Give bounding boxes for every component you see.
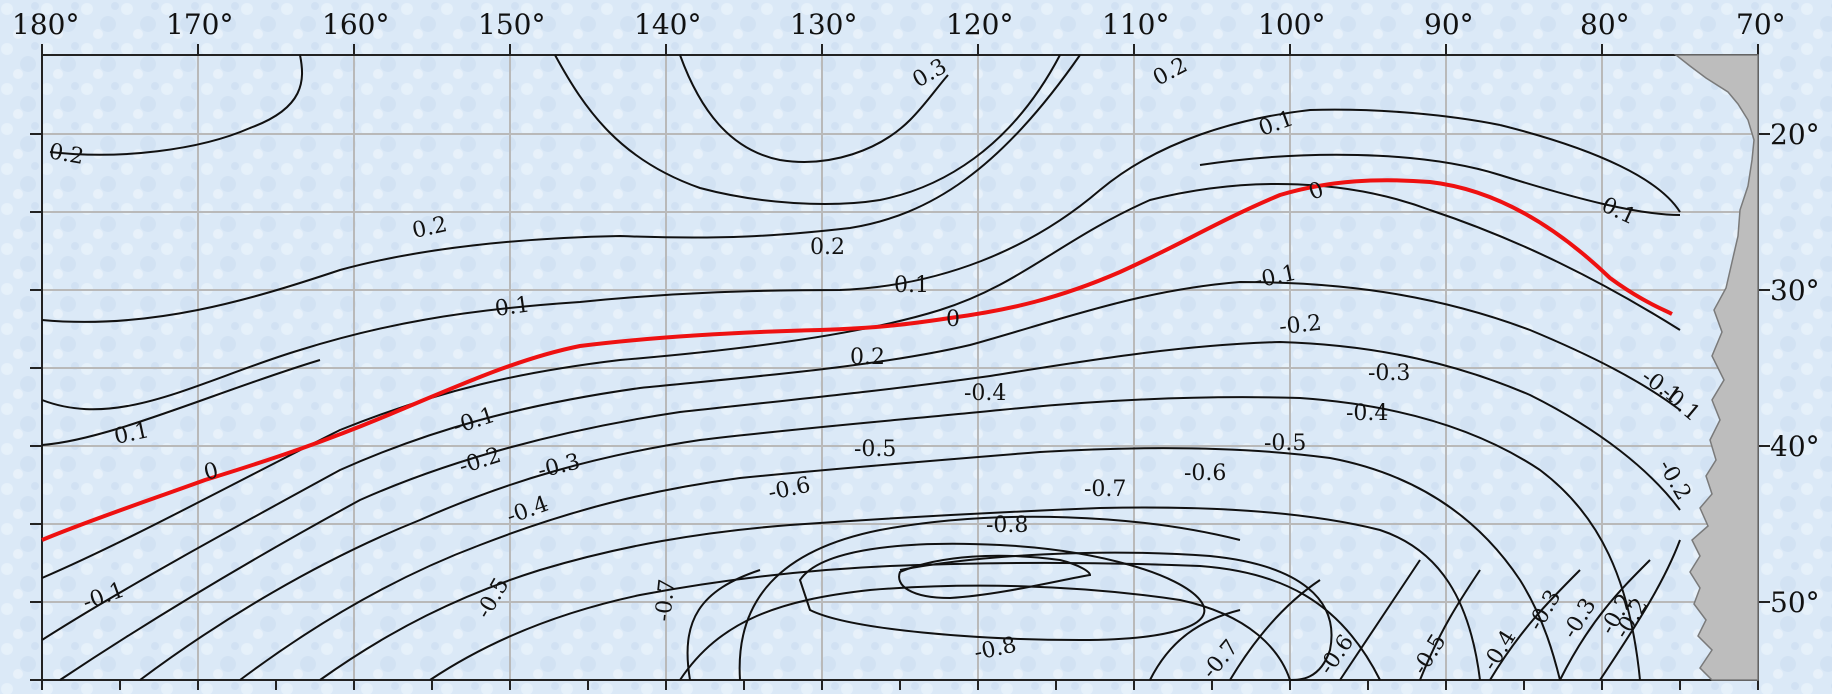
- contour-label: -0.5: [1264, 431, 1306, 456]
- contour-label: -0.6: [1184, 461, 1226, 486]
- lon-label: 160°: [322, 8, 389, 41]
- lon-label: 80°: [1580, 8, 1630, 41]
- lat-label: 20°: [1770, 118, 1820, 151]
- contour-label: 0: [946, 307, 960, 332]
- lon-label: 100°: [1258, 8, 1325, 41]
- lon-label: 140°: [634, 8, 701, 41]
- contour-label: 0.2: [47, 139, 86, 170]
- lon-label: 110°: [1102, 8, 1169, 41]
- lon-label: 130°: [790, 8, 857, 41]
- lon-label: 170°: [166, 8, 233, 41]
- coastline-land: [1673, 54, 1759, 681]
- lon-label: 70°: [1736, 8, 1786, 41]
- contour-label: -0.4: [1346, 401, 1388, 426]
- contour-label: -0.7: [1084, 477, 1126, 502]
- contour-label: 0.2: [810, 235, 845, 260]
- contour-label: 0: [201, 458, 221, 486]
- contour-label: -0.5: [854, 437, 896, 462]
- lon-label: 150°: [478, 8, 545, 41]
- contour-label: 0.2: [850, 345, 885, 370]
- contour-label: -0.2: [1278, 311, 1323, 340]
- contour-lines: [41, 54, 1681, 681]
- contour-label: -0.3: [1368, 361, 1410, 386]
- zero-contour-line: [41, 178, 1673, 542]
- lat-label: 30°: [1770, 274, 1820, 307]
- contour-label: 0.1: [493, 292, 531, 322]
- lon-label: 90°: [1424, 8, 1474, 41]
- lat-label: 50°: [1770, 586, 1820, 619]
- contour-label: -0.8: [986, 513, 1028, 538]
- longitude-labels: 180° 170° 160° 150° 140° 130° 120° 110° …: [12, 8, 1786, 41]
- contour-label: 0.1: [894, 273, 929, 298]
- latitude-labels: 20° 30° 40° 50°: [1770, 118, 1820, 619]
- lon-label: 180°: [12, 8, 79, 41]
- contour-label: -0.4: [964, 381, 1006, 406]
- lat-label: 40°: [1770, 430, 1820, 463]
- contour-label: -0.7: [651, 578, 680, 623]
- lon-label: 120°: [946, 8, 1013, 41]
